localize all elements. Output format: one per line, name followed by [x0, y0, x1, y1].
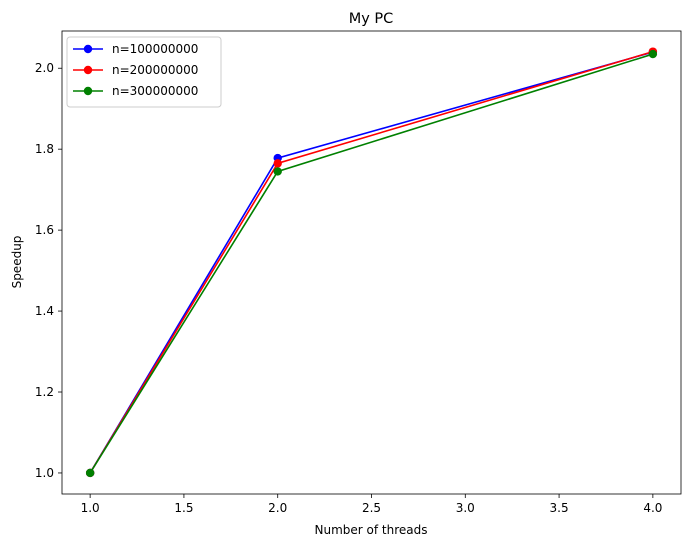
x-tick-label: 3.5 — [550, 501, 569, 515]
y-axis-ticks: 1.0 1.2 1.4 1.6 1.8 2.0 — [35, 61, 62, 480]
x-tick-label: 4.0 — [643, 501, 662, 515]
data-point — [85, 468, 95, 478]
x-tick-label: 3.0 — [456, 501, 475, 515]
legend-label: n=200000000 — [112, 63, 198, 77]
plot-area — [61, 30, 682, 495]
legend-label: n=300000000 — [112, 84, 198, 98]
data-point — [273, 159, 282, 168]
y-tick-label: 1.8 — [35, 142, 54, 156]
y-tick-label: 1.6 — [35, 223, 54, 237]
data-point — [648, 49, 658, 59]
legend: n=100000000 n=200000000 n=300000000 — [66, 36, 222, 108]
y-axis-label: Speedup — [10, 236, 24, 289]
x-tick-label: 1.0 — [81, 501, 100, 515]
legend-label: n=100000000 — [112, 42, 198, 56]
y-tick-label: 2.0 — [35, 61, 54, 75]
x-axis-label: Number of threads — [315, 523, 428, 537]
legend-item: n=100000000 — [73, 42, 198, 56]
chart-title: My PC — [349, 11, 394, 27]
series-layer — [85, 47, 658, 478]
y-tick-label: 1.0 — [35, 466, 54, 480]
y-tick-label: 1.4 — [35, 304, 54, 318]
legend-marker — [83, 65, 93, 75]
x-axis-ticks: 1.0 1.5 2.0 2.5 3.0 3.5 4.0 — [81, 494, 662, 515]
legend-item: n=300000000 — [73, 84, 198, 98]
legend-marker — [83, 44, 93, 54]
legend-item: n=200000000 — [73, 63, 198, 77]
x-tick-label: 2.0 — [268, 501, 287, 515]
x-tick-label: 2.5 — [362, 501, 381, 515]
legend-marker — [83, 86, 93, 96]
y-tick-label: 1.2 — [35, 385, 54, 399]
series-3 — [85, 49, 658, 478]
data-point — [273, 167, 282, 176]
x-tick-label: 1.5 — [174, 501, 193, 515]
legend-box — [66, 36, 222, 108]
